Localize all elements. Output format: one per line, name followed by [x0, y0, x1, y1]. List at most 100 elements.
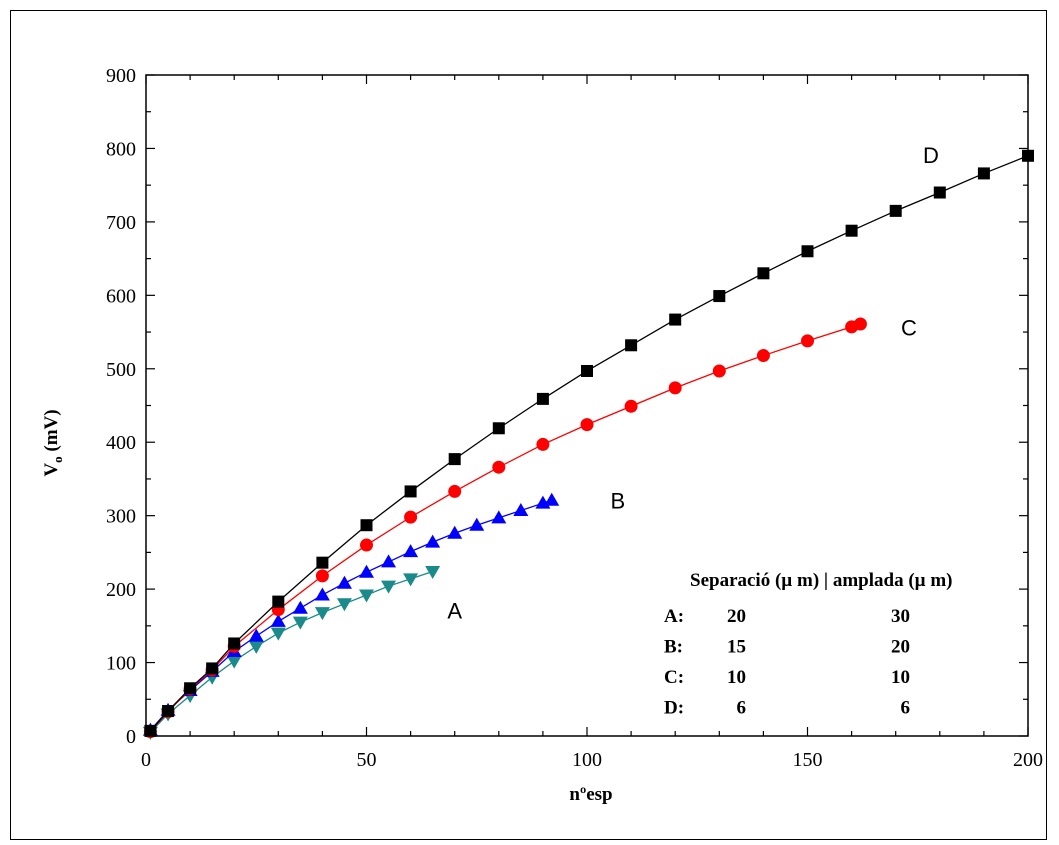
- data-point: [712, 364, 726, 378]
- info-table-header: Separació (µ m) | amplada (µ m): [690, 570, 953, 591]
- tick-labels: 0 50 100 150 200 0 100 200 300 400 500 600 700 800 900: [106, 65, 1043, 771]
- data-point: [845, 224, 858, 237]
- data-point: [492, 422, 505, 435]
- y-axis-label-main: V: [41, 463, 62, 477]
- y-tick-label: 700: [106, 212, 136, 234]
- data-point: [315, 569, 329, 583]
- data-point: [581, 364, 593, 377]
- data-point: [625, 339, 638, 352]
- data-point: [448, 484, 462, 498]
- data-point: [360, 519, 373, 532]
- data-point: [226, 655, 242, 669]
- data-point: [314, 607, 330, 621]
- y-tick-label: 0: [126, 726, 136, 748]
- data-point: [316, 556, 329, 569]
- data-point: [248, 628, 264, 642]
- data-point: [713, 290, 726, 303]
- x-tick-label: 100: [572, 749, 602, 771]
- y-tick-label: 300: [106, 506, 136, 528]
- y-tick-label: 600: [106, 285, 136, 307]
- data-point: [977, 167, 990, 180]
- data-point: [359, 564, 374, 578]
- data-point: [669, 313, 682, 326]
- data-point: [248, 640, 264, 654]
- series-A: [142, 565, 441, 740]
- data-point: [447, 525, 463, 539]
- data-point: [469, 517, 485, 531]
- data-point: [536, 437, 550, 451]
- data-point: [492, 460, 506, 474]
- x-tick-label: 50: [357, 749, 377, 771]
- y-tick-label: 100: [106, 653, 136, 675]
- series-C: [143, 317, 867, 739]
- data-point: [580, 418, 594, 432]
- table-row-separation: 15: [727, 637, 746, 658]
- series-line-B: [149, 499, 552, 731]
- data-point: [491, 510, 507, 524]
- table-row-width: 30: [891, 606, 910, 627]
- y-tick-label: 500: [106, 359, 136, 381]
- data-point: [756, 349, 770, 363]
- data-point: [381, 580, 397, 594]
- table-row-label: A:: [664, 606, 684, 627]
- data-point: [448, 453, 461, 466]
- data-point: [801, 334, 814, 348]
- data-point: [270, 627, 286, 641]
- table-row-label: D:: [664, 698, 684, 719]
- x-tick-label: 200: [1013, 749, 1043, 771]
- x-tick-label: 150: [793, 749, 823, 771]
- info-table-rows: A: 20 30 B: 15 20 C: 10 10 D: 6 6: [664, 606, 910, 719]
- data-point: [206, 662, 219, 675]
- series-annotation-B: B: [611, 488, 626, 513]
- data-point: [668, 381, 682, 395]
- y-tick-label: 900: [106, 65, 136, 87]
- y-axis-label-unit: (mV): [41, 409, 62, 456]
- data-point: [292, 600, 308, 614]
- data-point: [336, 575, 352, 589]
- table-row-separation: 10: [727, 667, 746, 688]
- series-line-C: [149, 323, 861, 733]
- series-line-A: [149, 570, 433, 733]
- table-row-width: 10: [891, 667, 910, 688]
- axis-ticks: [145, 74, 1029, 737]
- data-point: [889, 204, 902, 217]
- data-point: [624, 399, 638, 413]
- data-point: [513, 503, 529, 517]
- series-annotation-A: A: [447, 598, 462, 623]
- data-point: [228, 637, 241, 650]
- data-point: [933, 186, 946, 199]
- table-row-width: 20: [891, 637, 910, 658]
- data-point: [425, 534, 441, 548]
- data-point: [360, 538, 373, 552]
- x-tick-label: 0: [141, 749, 151, 771]
- data-point: [757, 267, 770, 280]
- data-point: [536, 392, 549, 405]
- series-annotation-D: D: [923, 143, 939, 168]
- data-point: [404, 485, 417, 498]
- data-point: [359, 589, 374, 603]
- plot-area: 0 50 100 150 200 0 100 200 300 400 500 600 700 800 900…: [106, 65, 1043, 771]
- x-axis-label: nºesp: [569, 784, 612, 805]
- data-point: [801, 245, 814, 258]
- data-point: [270, 613, 286, 627]
- data-point: [272, 595, 285, 608]
- table-row-separation: 20: [727, 606, 746, 627]
- data-point: [425, 565, 441, 579]
- series-layer: [142, 149, 1034, 740]
- data-point: [292, 616, 308, 630]
- y-axis-label: Vo (mV): [41, 409, 65, 476]
- data-point: [403, 573, 419, 587]
- data-point: [314, 587, 330, 601]
- data-point: [184, 682, 197, 695]
- data-point: [336, 598, 352, 612]
- y-tick-label: 200: [106, 579, 136, 601]
- series-B: [142, 492, 560, 736]
- data-point: [162, 705, 175, 718]
- y-tick-label: 800: [106, 138, 136, 160]
- data-point: [403, 544, 419, 558]
- table-row-width: 6: [901, 698, 911, 719]
- y-tick-label: 400: [106, 432, 136, 454]
- data-point: [404, 510, 418, 524]
- annotation-layer: A B C D: [447, 143, 939, 623]
- data-point: [1022, 149, 1034, 162]
